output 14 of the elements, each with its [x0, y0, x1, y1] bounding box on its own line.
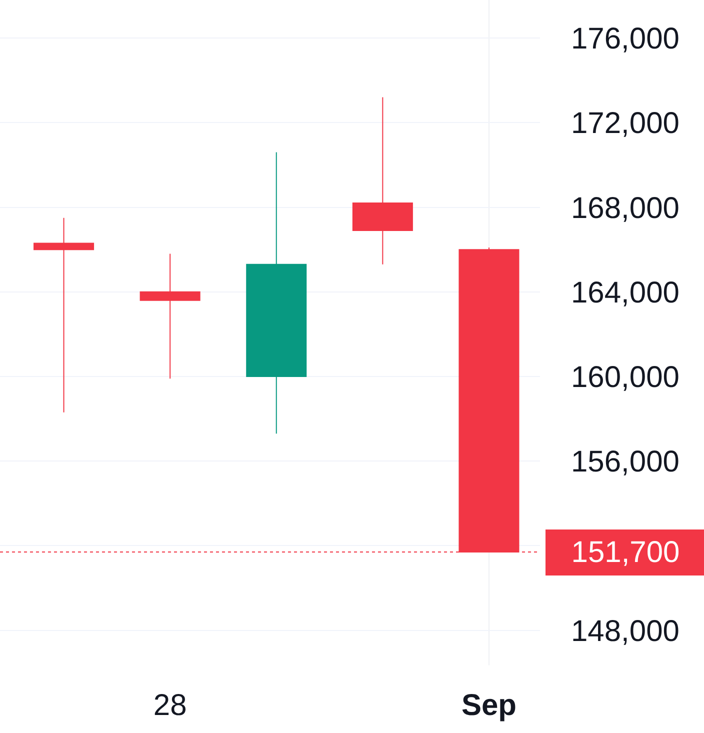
y-tick-label: 168,000 [571, 192, 680, 225]
y-tick-label: 156,000 [571, 446, 680, 479]
y-tick-label: 148,000 [571, 614, 680, 648]
ref-line-label: 151,700 [571, 536, 680, 569]
y-tick-label: 164,000 [571, 276, 680, 310]
candlestick [246, 152, 307, 434]
candlestick [352, 96, 413, 265]
y-tick-label: 172,000 [571, 107, 680, 140]
x-tick-label: Sep [461, 689, 516, 722]
x-tick-label: 28 [153, 689, 187, 722]
y-tick-label: 160,000 [571, 360, 680, 394]
y-tick-label: 176,000 [571, 22, 680, 56]
candlestick [140, 253, 200, 380]
candlestick [34, 217, 94, 413]
